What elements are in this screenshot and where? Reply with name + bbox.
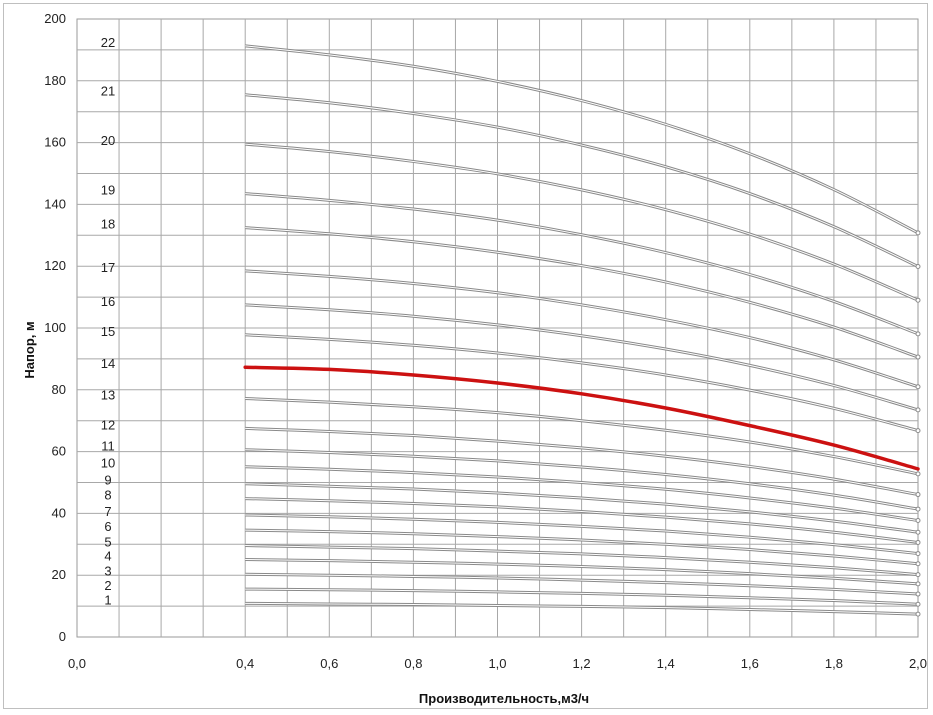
curve-1-inner: [245, 602, 919, 615]
y-tick-label: 40: [52, 505, 66, 520]
curve-6-end-marker: [915, 561, 921, 567]
y-tick-label: 200: [44, 11, 66, 26]
curve-17-end-marker: [915, 384, 921, 390]
y-tick-label: 100: [44, 320, 66, 335]
curve-4-inner: [245, 558, 919, 585]
curve-10-inner: [245, 466, 919, 522]
curve-label-16: 16: [101, 294, 115, 309]
curve-17-inner: [245, 270, 919, 388]
tick-labels: 0,0 0,4 0,6 0,8 1,0 1,2 1,4 1,6 1,8 2,0 0 20 40 60 80 1…: [44, 11, 927, 671]
curve-3-end-marker: [915, 591, 921, 597]
curve-8-end-marker: [915, 539, 921, 545]
y-tick-label: 20: [52, 567, 66, 582]
x-tick-label: 1,6: [741, 656, 759, 671]
x-tick-label: 1,4: [657, 656, 675, 671]
x-tick-label: 2,0: [909, 656, 927, 671]
curve-label-21: 21: [101, 84, 115, 99]
curve-15-inner: [245, 334, 919, 432]
curve-label-14: 14: [101, 356, 115, 371]
x-tick-label: 0,0: [68, 656, 86, 671]
x-tick-label: 1,2: [573, 656, 591, 671]
curve-15-end-marker: [915, 428, 921, 434]
x-tick-label: 0,8: [404, 656, 422, 671]
curve-9-end-marker: [915, 529, 921, 535]
curve-22-inner: [245, 45, 919, 234]
curve-2-inner: [245, 588, 919, 605]
curve-10-end-marker: [915, 518, 921, 524]
y-axis-title: Напор, м: [22, 321, 37, 378]
grid: [76, 18, 919, 638]
x-tick-label: 0,4: [236, 656, 254, 671]
curve-11-end-marker: [915, 506, 921, 512]
y-tick-label: 160: [44, 135, 66, 150]
curve-11-inner: [245, 449, 919, 510]
x-tick-label: 0,6: [320, 656, 338, 671]
curve-label-22: 22: [101, 35, 115, 50]
curve-19-end-marker: [915, 331, 921, 337]
curve-12-inner: [245, 427, 919, 496]
curve-16-inner: [245, 304, 919, 411]
curve-label-20: 20: [101, 133, 115, 148]
curve-label-2: 2: [104, 578, 111, 593]
y-tick-label: 80: [52, 382, 66, 397]
curve-label-11: 11: [101, 439, 115, 454]
y-tick-label: 180: [44, 73, 66, 88]
x-tick-label: 1,8: [825, 656, 843, 671]
curve-22-end-marker: [915, 230, 921, 236]
curve-5-inner: [245, 545, 919, 576]
curve-20-inner: [245, 143, 919, 301]
curve-label-5: 5: [104, 535, 111, 550]
curve-21-inner: [245, 94, 919, 267]
x-tick-label: 1,0: [488, 656, 506, 671]
curve-7-inner: [245, 514, 919, 555]
curve-12-end-marker: [915, 492, 921, 498]
curve-5-end-marker: [915, 572, 921, 578]
curve-label-10: 10: [101, 456, 115, 471]
curve-3-inner: [245, 573, 919, 595]
curve-label-7: 7: [104, 504, 111, 519]
curve-14-highlighted: [243, 365, 920, 471]
curve-label-4: 4: [104, 548, 111, 563]
curve-label-19: 19: [101, 183, 115, 198]
curve-label-1: 1: [104, 592, 111, 607]
curve-2-end-marker: [915, 601, 921, 607]
curve-13-end-marker: [915, 471, 921, 477]
curve-label-13: 13: [101, 387, 115, 402]
curve-6-inner: [245, 529, 919, 565]
curve-19-inner: [245, 193, 919, 335]
curve-label-18: 18: [101, 217, 115, 232]
curve-label-17: 17: [101, 260, 115, 275]
curve-label-3: 3: [104, 563, 111, 578]
curve-8-inner: [245, 498, 919, 543]
curve-label-12: 12: [101, 417, 115, 432]
curve-18-inner: [245, 227, 919, 358]
curve-16-end-marker: [915, 407, 921, 413]
curve-label-9: 9: [104, 473, 111, 488]
curve-4-end-marker: [915, 581, 921, 587]
curve-1-end-marker: [915, 611, 921, 617]
chart-frame: 0,0 0,4 0,6 0,8 1,0 1,2 1,4 1,6 1,8 2,0 0 20 40 60 80 1…: [3, 3, 928, 709]
y-tick-label: 0: [59, 629, 66, 644]
curve-label-8: 8: [104, 488, 111, 503]
y-tick-label: 120: [44, 258, 66, 273]
pump-curve-chart: 0,0 0,4 0,6 0,8 1,0 1,2 1,4 1,6 1,8 2,0 0 20 40 60 80 1…: [22, 11, 927, 706]
curve-9-inner: [245, 483, 919, 533]
curve-18-end-marker: [915, 354, 921, 360]
y-tick-label: 60: [52, 444, 66, 459]
y-tick-label: 140: [44, 196, 66, 211]
curve-label-6: 6: [104, 519, 111, 534]
curve-7-end-marker: [915, 551, 921, 557]
x-axis-title: Производительность,м3/ч: [419, 691, 589, 706]
curve-21-end-marker: [915, 264, 921, 270]
curve-20-end-marker: [915, 297, 921, 303]
curves: [243, 44, 921, 617]
curve-label-15: 15: [101, 324, 115, 339]
curve-13-inner: [245, 397, 919, 475]
